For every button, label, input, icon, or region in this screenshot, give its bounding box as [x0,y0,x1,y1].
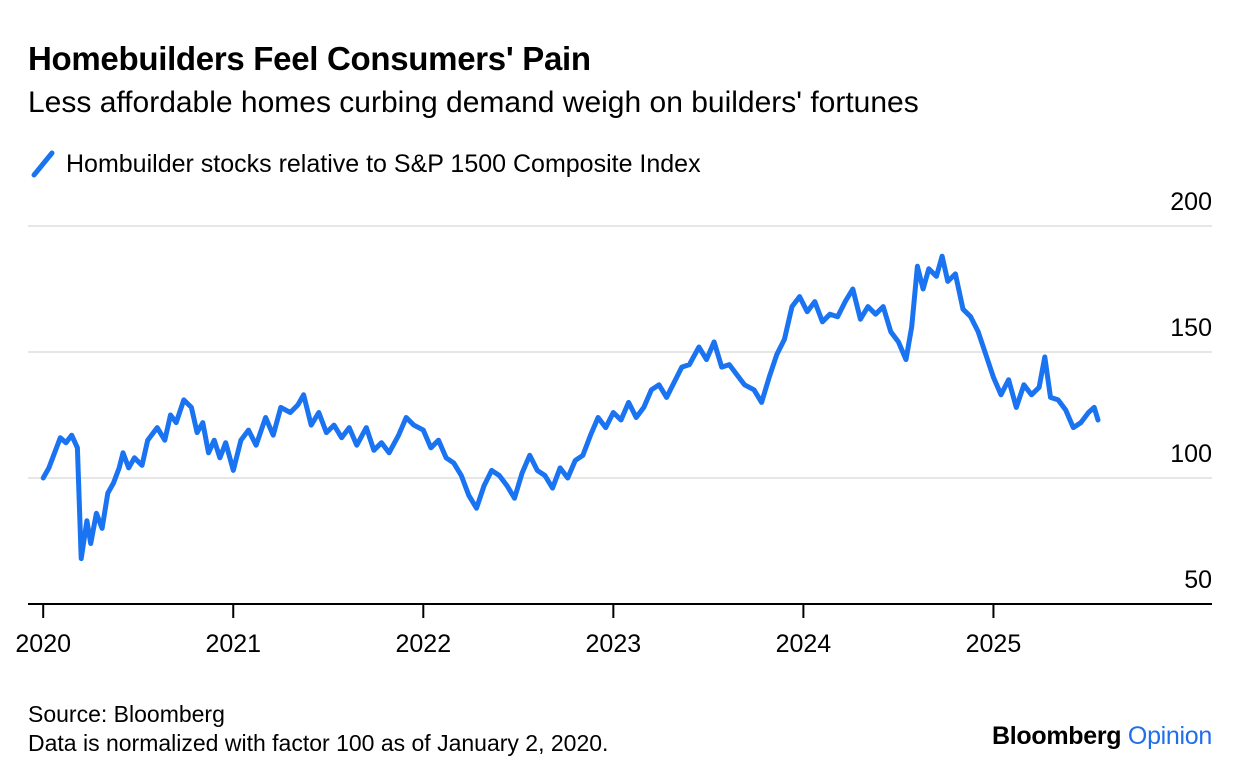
gridlines [28,225,1212,479]
legend-swatch-icon [31,150,55,178]
x-tick-label: 2021 [205,630,261,658]
chart-title: Homebuilders Feel Consumers' Pain [28,40,591,77]
y-tick-label: 150 [1170,314,1212,342]
y-tick-label: 200 [1170,188,1212,216]
x-tick-label: 2020 [15,630,71,658]
brand-main: Bloomberg [992,722,1122,750]
series-line-homebuilders [40,253,1101,562]
x-tick-label: 2022 [395,630,451,658]
y-tick-label: 50 [1184,566,1212,594]
source-note: Source: Bloomberg Data is normalized wit… [28,700,608,758]
normalization-note: Data is normalized with factor 100 as of… [28,730,609,756]
source-text: Source: Bloomberg [28,701,225,727]
chart-subtitle: Less affordable homes curbing demand wei… [28,86,919,119]
x-axis-ticks: 2020 2021 2022 2023 2024 2025 [15,604,1021,658]
y-axis-ticks: 50 100 150 200 [1170,188,1212,594]
y-tick-label: 100 [1170,440,1212,468]
brand-logo: Bloomberg Opinion [992,722,1212,751]
legend: Hombuilder stocks relative to S&P 1500 C… [28,146,701,182]
x-tick-label: 2024 [776,630,832,658]
x-tick-label: 2023 [586,630,642,658]
brand-sub: Opinion [1127,722,1212,750]
x-tick-label: 2025 [966,630,1022,658]
legend-label: Hombuilder stocks relative to S&P 1500 C… [66,149,701,178]
